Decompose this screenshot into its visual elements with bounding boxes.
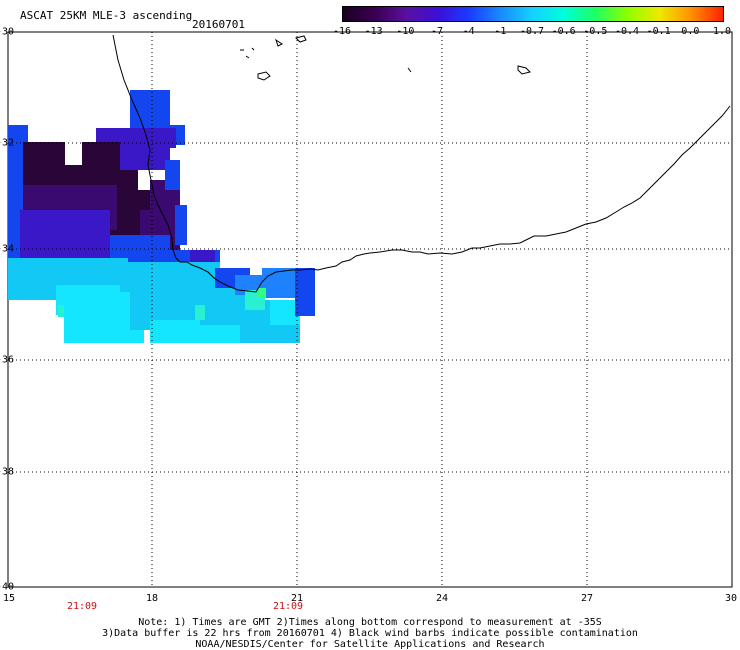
swath-cell <box>195 305 205 320</box>
colorbar <box>342 6 724 22</box>
swath-cell <box>190 250 215 265</box>
colorbar-tick-label: -10 <box>396 26 415 37</box>
lon-label: 15 <box>2 593 16 604</box>
map-title: ASCAT 25KM MLE-3 ascending <box>20 9 193 22</box>
swath-cell <box>120 140 170 170</box>
colorbar-tick-label: -16 <box>332 26 352 37</box>
pass-time-label: 21:09 <box>66 601 98 612</box>
lat-label: -34 <box>0 243 14 255</box>
swath-cell <box>20 210 110 260</box>
note-line-2: 3)Data buffer is 22 hrs from 20160701 4)… <box>102 628 638 639</box>
note-line-3: NOAA/NESDIS/Center for Satellite Applica… <box>195 639 545 650</box>
scatterometer-swath <box>8 90 315 343</box>
map-date: 20160701 <box>192 18 245 31</box>
colorbar-tick-label: -13 <box>364 26 383 37</box>
lon-label: 30 <box>724 593 738 604</box>
colorbar-tick-label: -0.1 <box>646 26 671 37</box>
colorbar-tick-label: -7 <box>430 26 444 37</box>
swath-cell <box>150 320 240 343</box>
pass-time-label: 21:09 <box>272 601 304 612</box>
colorbar-tick-label: -4 <box>462 26 475 37</box>
lat-lon-grid <box>8 32 732 587</box>
colorbar-tick-label: 0.0 <box>681 26 700 37</box>
coastline-south-africa <box>112 34 731 293</box>
lon-label: 24 <box>435 593 449 604</box>
swath-cell <box>8 140 23 260</box>
colorbar-tick-label: -0.5 <box>583 26 608 37</box>
lat-label: -40 <box>0 581 14 593</box>
lon-label: 18 <box>145 593 159 604</box>
colorbar-tick-label: -0.6 <box>551 26 576 37</box>
lon-label: 27 <box>580 593 594 604</box>
colorbar-tick-label: 1.0 <box>712 26 732 37</box>
note-line-1: Note: 1) Times are GMT 2)Times along bot… <box>138 617 602 628</box>
lat-label: -36 <box>0 354 14 366</box>
swath-cell <box>295 268 315 316</box>
coastline-islands <box>240 35 531 81</box>
swath-cell <box>258 288 266 298</box>
swath-cell <box>165 160 180 190</box>
lat-label: -38 <box>0 466 14 478</box>
swath-cell <box>58 305 64 317</box>
swath-cell <box>175 205 187 245</box>
colorbar-tick-label: -1 <box>494 26 507 37</box>
lon-label: 21 <box>290 593 304 604</box>
lat-label: -30 <box>0 26 14 38</box>
colorbar-tick-label: -0.7 <box>519 26 545 37</box>
colorbar-tick-label: -0.4 <box>614 26 640 37</box>
lat-label: -32 <box>0 137 14 149</box>
